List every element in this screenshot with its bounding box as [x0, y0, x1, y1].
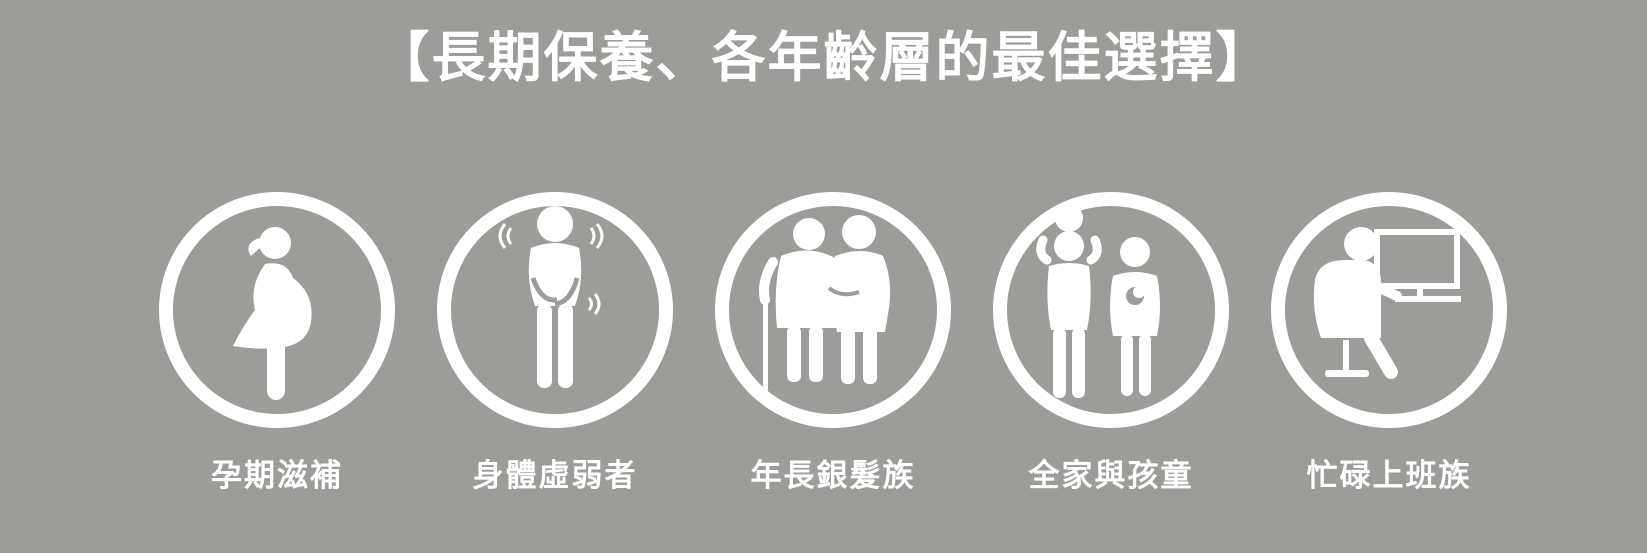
category-label: 全家與孩童	[1028, 458, 1194, 494]
category-label: 孕期滋補	[211, 458, 343, 494]
category-label: 忙碌上班族	[1306, 458, 1472, 494]
office-worker-icon	[1271, 192, 1507, 428]
family-children-icon	[993, 192, 1229, 428]
elderly-couple-icon	[715, 192, 951, 428]
category-family: 全家與孩童	[989, 188, 1233, 495]
category-office-worker: 忙碌上班族	[1267, 188, 1511, 495]
category-weak: 身體虛弱者	[433, 188, 677, 495]
pregnant-woman-icon	[159, 192, 395, 428]
category-label: 年長銀髮族	[750, 458, 916, 494]
category-label: 身體虛弱者	[472, 458, 638, 494]
page-title: 【長期保養、各年齡層的最佳選擇】	[375, 26, 1272, 89]
category-elderly: 年長銀髮族	[711, 188, 955, 495]
category-pregnancy: 孕期滋補	[155, 188, 399, 495]
weak-person-icon	[437, 192, 673, 428]
